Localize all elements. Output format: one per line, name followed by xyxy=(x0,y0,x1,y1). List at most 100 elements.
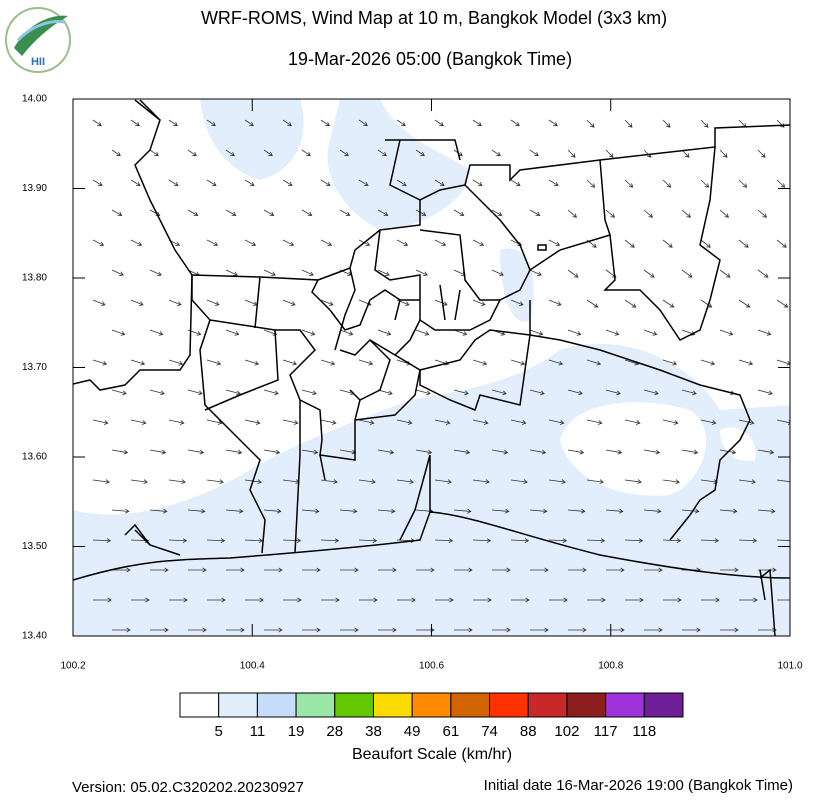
wind-arrow xyxy=(662,179,672,188)
wind-arrow xyxy=(662,239,673,248)
wind-arrow xyxy=(567,508,586,514)
wind-arrow xyxy=(491,508,510,514)
wind-arrow xyxy=(757,329,772,336)
wind-arrow xyxy=(738,538,758,544)
x-tick-label: 100.2 xyxy=(60,661,85,672)
wind-arrow xyxy=(149,449,167,455)
wind-arrow xyxy=(492,627,511,633)
calm-areas xyxy=(560,402,756,496)
wind-arrow xyxy=(510,359,526,366)
wind-arrow xyxy=(453,389,469,396)
wind-arrow xyxy=(548,538,568,544)
wind-arrow xyxy=(244,239,257,247)
wind-arrow xyxy=(796,150,803,157)
colorbar-label: 88 xyxy=(520,723,537,740)
wind-arrow xyxy=(796,628,814,632)
logo-text: HII xyxy=(31,56,45,68)
wind-arrow xyxy=(130,299,144,306)
wind-arrow xyxy=(301,449,319,455)
wind-arrow xyxy=(606,627,625,633)
wind-arrow xyxy=(264,627,283,633)
wind-arrow xyxy=(719,149,728,158)
wind-arrow xyxy=(662,119,671,128)
wind-arrow xyxy=(491,449,509,455)
wind-arrow xyxy=(92,299,106,306)
wind-arrow xyxy=(586,179,596,188)
title: WRF-ROMS, Wind Map at 10 m, Bangkok Mode… xyxy=(201,8,667,28)
wind-arrow xyxy=(605,389,621,396)
wind-arrow xyxy=(339,149,349,157)
colorbar-swatch xyxy=(256,692,297,718)
wind-arrow xyxy=(643,389,659,396)
wind-arrow xyxy=(529,329,544,336)
wind-arrow xyxy=(605,508,624,514)
wind-arrow xyxy=(93,597,112,603)
wind-arrow xyxy=(263,269,276,276)
colorbar-swatch xyxy=(411,692,452,718)
wind-arrow xyxy=(472,479,490,485)
wind-arrow xyxy=(378,627,397,633)
wind-arrow xyxy=(168,419,185,425)
wind-arrow xyxy=(548,179,559,187)
wind-arrow xyxy=(301,209,313,216)
wind-arrow xyxy=(605,329,620,336)
wind-arrow xyxy=(168,179,179,187)
wind-arrow xyxy=(358,359,374,366)
wind-arrow xyxy=(757,149,766,158)
wind-arrow xyxy=(454,627,473,633)
wind-arrow xyxy=(111,508,130,514)
wind-arrow xyxy=(510,299,524,306)
wind-arrow xyxy=(225,209,237,216)
wind-arrow xyxy=(168,479,186,485)
y-tick-label: 13.70 xyxy=(22,362,47,373)
wind-arrow xyxy=(568,567,587,573)
colorbar-swatch xyxy=(489,692,529,718)
wind-arrow xyxy=(92,239,105,247)
wind-arrow xyxy=(301,389,317,396)
wind-arrow xyxy=(472,119,482,127)
wind-arrow xyxy=(757,449,775,455)
wind-arrow xyxy=(92,119,102,127)
wind-arrow xyxy=(169,597,188,603)
wind-arrow xyxy=(549,597,568,603)
wind-arrow xyxy=(510,119,520,127)
wind-arrow xyxy=(320,119,330,127)
wind-arrow xyxy=(453,449,471,455)
wind-arrow xyxy=(282,119,292,127)
wind-arrow xyxy=(662,538,682,544)
wind-arrow xyxy=(301,329,316,336)
wind-arrow xyxy=(358,419,375,425)
wind-arrow xyxy=(206,479,224,485)
colorbar-label: 5 xyxy=(215,723,223,740)
wind-arrow xyxy=(320,419,337,425)
wind-arrow xyxy=(339,508,358,514)
colorbar: 5 11 19 28 38 49 61 74 88 102 117 118 xyxy=(179,692,684,740)
wind-arrow xyxy=(720,627,739,633)
y-tick-label: 13.40 xyxy=(22,631,47,642)
wind-arrow xyxy=(130,359,146,366)
wind-arrow xyxy=(681,269,693,278)
wind-arrow xyxy=(206,239,219,247)
wind-arrow xyxy=(624,239,635,248)
wind-arrow xyxy=(416,567,435,573)
wind-arrow xyxy=(111,449,129,455)
boundaries xyxy=(73,99,790,636)
wind-arrow xyxy=(187,508,206,514)
map-area xyxy=(73,99,814,636)
wind-arrow xyxy=(396,419,413,425)
wind-arrow xyxy=(624,479,642,485)
initial-date: Initial date 16-Mar-2026 19:00 (Bangkok … xyxy=(484,777,793,794)
wind-arrow xyxy=(738,299,751,308)
x-tick-label: 100.8 xyxy=(598,661,623,672)
wind-arrow xyxy=(415,329,430,336)
wind-arrow xyxy=(643,449,661,455)
wind-arrow xyxy=(226,567,245,573)
wind-arrow xyxy=(263,149,273,157)
wind-arrow xyxy=(149,389,165,396)
wind-arrow xyxy=(644,567,663,573)
wind-arrow xyxy=(397,597,416,603)
colorbar-swatch xyxy=(643,692,684,718)
wind-arrow xyxy=(472,538,492,544)
wind-arrow xyxy=(777,599,790,601)
